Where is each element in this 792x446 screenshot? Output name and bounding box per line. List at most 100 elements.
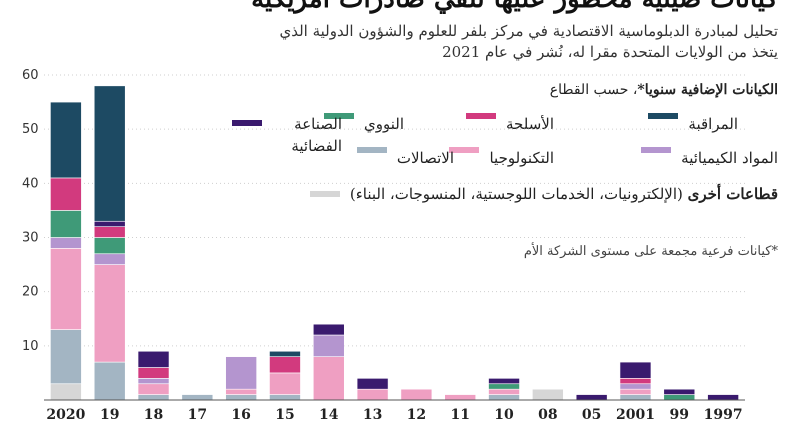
x-tick-label: 10 <box>494 407 514 423</box>
legend-label-other: قطاعات أخرى <box>687 185 778 203</box>
bar-segment-space <box>312 323 345 336</box>
bar-segment-technology <box>225 388 257 395</box>
bar-segment-technology <box>137 383 170 395</box>
x-tick-label: 13 <box>363 407 382 423</box>
legend-item-weapons: الأسلحة <box>466 113 554 135</box>
x-tick-label: 1997 <box>704 407 743 423</box>
x-tick-label: 11 <box>450 407 469 423</box>
bar-segment-space <box>619 361 652 379</box>
y-tick-label: 60 <box>22 68 39 83</box>
bar-segment-technology <box>50 248 82 330</box>
bar-segment-other <box>50 383 82 401</box>
legend-swatch-other <box>310 191 340 197</box>
legend-label-telecom: الاتصالات <box>396 149 454 167</box>
bar-segment-chemicals <box>619 383 652 390</box>
y-tick-label: 10 <box>22 339 39 354</box>
bar-segment-telecom <box>93 361 126 401</box>
legend-swatch-weapons <box>466 113 497 119</box>
bar-segment-space <box>356 378 389 390</box>
legend-item-technology: التكنولوجيا <box>449 147 554 169</box>
chart-title: كيانات صينية محظور عليها تلقي صادرات أمر… <box>251 0 778 14</box>
x-tick-label: 05 <box>582 407 601 423</box>
legend-swatch-surveillance <box>648 113 679 119</box>
x-tick-label: 2020 <box>46 407 85 423</box>
bar-segment-telecom <box>137 394 170 401</box>
x-tick-label: 16 <box>231 407 250 423</box>
bar-segment-telecom <box>181 394 214 401</box>
legend-item-surveillance: المراقبة <box>648 113 738 135</box>
legend-label-chemicals: المواد الكيميائية <box>681 149 778 167</box>
x-tick-label: 99 <box>670 407 689 423</box>
bar-segment-technology <box>488 388 520 395</box>
legend-swatch-technology <box>449 147 480 153</box>
legend-title-bold: الكيانات الإضافية سنويا* <box>637 82 778 98</box>
bar-segment-surveillance <box>93 85 126 222</box>
bar-segment-chemicals <box>50 237 82 249</box>
footnote: *كيانات فرعية مجمعة على مستوى الشركة الأ… <box>523 244 778 259</box>
chart-subtitle: تحليل لمبادرة الدبلوماسية الاقتصادية في … <box>279 22 778 61</box>
bar-segment-nuclear <box>663 394 696 401</box>
legend-item-telecom: الاتصالات <box>356 147 454 169</box>
bar-segment-nuclear <box>488 383 520 390</box>
bar-segment-chemicals <box>312 334 345 357</box>
x-tick-label: 12 <box>407 407 426 423</box>
bar-segment-weapons <box>137 367 170 379</box>
legend-swatch-chemicals <box>641 147 672 153</box>
bar-segment-space <box>93 220 126 227</box>
bar-segment-telecom <box>50 329 82 385</box>
legend-swatch-nuclear <box>324 113 354 119</box>
x-tick-label: 19 <box>100 407 119 423</box>
x-tick-label: 14 <box>319 407 339 423</box>
bar-segment-space <box>575 394 608 401</box>
bar-segment-space <box>137 350 170 368</box>
bar-segment-chemicals <box>93 253 126 265</box>
bar-segment-space <box>707 394 739 401</box>
bar-segment-technology <box>356 388 389 401</box>
legend-label-technology: التكنولوجيا <box>489 149 554 167</box>
bar-segment-nuclear <box>93 237 126 255</box>
x-tick-label: 2001 <box>616 407 655 423</box>
bar-segment-chemicals <box>137 378 170 385</box>
bar-segment-technology <box>312 356 345 401</box>
bar-segment-telecom <box>619 394 652 401</box>
legend-item-chemicals: المواد الكيميائية <box>641 147 778 169</box>
legend-label-weapons: الأسلحة <box>506 115 554 133</box>
y-tick-label: 50 <box>22 122 39 137</box>
bar-segment-telecom <box>269 394 301 401</box>
legend-swatch-telecom <box>356 147 387 153</box>
legend-item-other: قطاعات أخرى (الإلكترونيات، الخدمات اللوج… <box>310 183 778 205</box>
bar-segment-space <box>488 378 520 385</box>
x-tick-label: 15 <box>275 407 294 423</box>
legend-item-nuclear: النووي <box>324 113 404 135</box>
bar-segment-technology <box>93 264 126 363</box>
bar-segment-other <box>532 388 564 401</box>
bar-segment-telecom <box>488 394 520 401</box>
bar-segment-surveillance <box>50 101 82 179</box>
legend-label-nuclear: النووي <box>364 115 404 133</box>
bar-segment-weapons <box>93 226 126 238</box>
legend-title: الكيانات الإضافية سنويا*، حسب القطاع <box>550 82 778 98</box>
legend-title-rest: ، حسب القطاع <box>549 82 638 98</box>
bar-segment-technology <box>269 372 301 395</box>
bar-segment-weapons <box>619 378 652 385</box>
legend-label-space: الصناعة الفضائية <box>291 115 342 155</box>
legend-item-space: الصناعة الفضائية <box>232 113 342 157</box>
bar-segment-technology <box>400 388 433 401</box>
x-tick-label: 18 <box>144 407 163 423</box>
bar-segment-nuclear <box>50 210 82 238</box>
bar-segment-weapons <box>50 177 82 211</box>
x-tick-label: 08 <box>538 407 557 423</box>
bar-segment-technology <box>444 394 477 401</box>
y-tick-label: 40 <box>22 176 39 191</box>
legend-label-other-extra: (الإلكترونيات، الخدمات اللوجستية، المنسو… <box>349 185 688 203</box>
bar-segment-telecom <box>225 394 257 401</box>
bar-segment-weapons <box>269 356 301 374</box>
bar-segment-technology <box>619 388 652 395</box>
bar-segment-surveillance <box>269 350 301 357</box>
legend-swatch-space <box>232 120 262 126</box>
bar-segment-chemicals <box>225 356 257 390</box>
x-tick-label: 17 <box>188 407 207 423</box>
legend-label-surveillance: المراقبة <box>688 115 738 133</box>
y-tick-label: 20 <box>22 285 39 300</box>
